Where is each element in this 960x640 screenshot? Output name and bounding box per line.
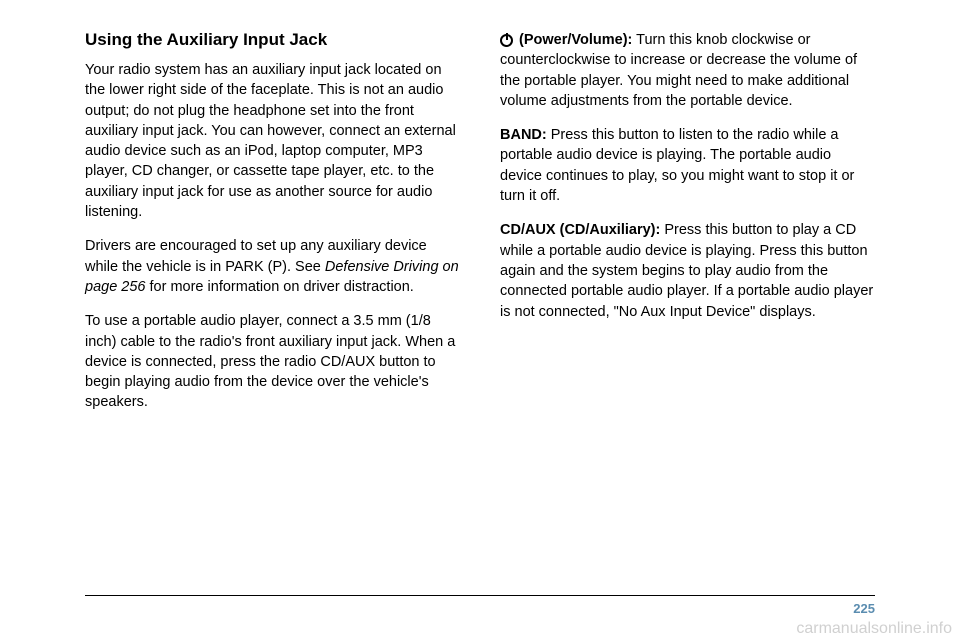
- power-label: (Power/Volume):: [515, 32, 632, 48]
- power-icon: [500, 34, 513, 47]
- paragraph-3: To use a portable audio player, connect …: [85, 311, 460, 412]
- footer-divider: [85, 595, 875, 596]
- band-label: BAND:: [500, 127, 547, 143]
- paragraph-1: Your radio system has an auxiliary input…: [85, 60, 460, 222]
- paragraph-2: Drivers are encouraged to set up any aux…: [85, 236, 460, 297]
- band-text: Press this button to listen to the radio…: [500, 127, 854, 204]
- content-area: Using the Auxiliary Input Jack Your radi…: [85, 30, 875, 427]
- cdaux-label: CD/AUX (CD/Auxiliary):: [500, 222, 660, 238]
- power-paragraph: (Power/Volume): Turn this knob clockwise…: [500, 30, 875, 111]
- para2-text-b: for more information on driver distracti…: [145, 279, 413, 295]
- band-paragraph: BAND: Press this button to listen to the…: [500, 125, 875, 206]
- cdaux-paragraph: CD/AUX (CD/Auxiliary): Press this button…: [500, 220, 875, 321]
- left-column: Using the Auxiliary Input Jack Your radi…: [85, 30, 460, 427]
- section-heading: Using the Auxiliary Input Jack: [85, 30, 460, 50]
- page-number: 225: [853, 601, 875, 616]
- right-column: (Power/Volume): Turn this knob clockwise…: [500, 30, 875, 427]
- watermark: carmanualsonline.info: [796, 620, 952, 638]
